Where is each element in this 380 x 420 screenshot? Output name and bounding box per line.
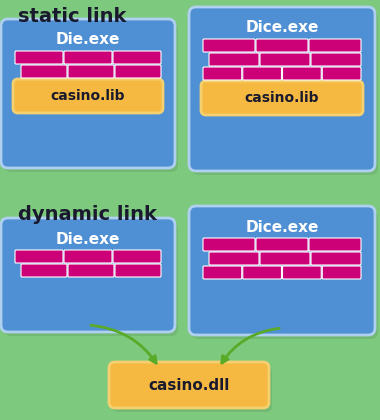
FancyBboxPatch shape bbox=[204, 85, 366, 119]
Text: Die.exe: Die.exe bbox=[56, 32, 120, 47]
FancyBboxPatch shape bbox=[1, 19, 175, 168]
FancyBboxPatch shape bbox=[64, 250, 112, 263]
FancyBboxPatch shape bbox=[115, 65, 161, 78]
FancyBboxPatch shape bbox=[322, 67, 361, 80]
FancyBboxPatch shape bbox=[113, 51, 161, 64]
FancyBboxPatch shape bbox=[189, 206, 375, 335]
Text: dynamic link: dynamic link bbox=[18, 205, 157, 225]
FancyBboxPatch shape bbox=[309, 39, 361, 52]
FancyBboxPatch shape bbox=[13, 79, 163, 113]
FancyBboxPatch shape bbox=[203, 67, 242, 80]
Text: static link: static link bbox=[18, 6, 127, 26]
Text: Dice.exe: Dice.exe bbox=[245, 220, 319, 234]
FancyBboxPatch shape bbox=[260, 252, 310, 265]
FancyBboxPatch shape bbox=[309, 238, 361, 251]
FancyBboxPatch shape bbox=[243, 266, 282, 279]
FancyBboxPatch shape bbox=[256, 238, 308, 251]
FancyBboxPatch shape bbox=[109, 362, 269, 408]
FancyBboxPatch shape bbox=[1, 218, 175, 332]
FancyBboxPatch shape bbox=[311, 252, 361, 265]
FancyBboxPatch shape bbox=[256, 39, 308, 52]
FancyBboxPatch shape bbox=[15, 250, 63, 263]
FancyBboxPatch shape bbox=[260, 53, 310, 66]
FancyBboxPatch shape bbox=[192, 210, 378, 339]
Text: casino.dll: casino.dll bbox=[148, 378, 230, 393]
FancyBboxPatch shape bbox=[21, 264, 67, 277]
FancyBboxPatch shape bbox=[209, 53, 259, 66]
FancyBboxPatch shape bbox=[15, 51, 63, 64]
FancyBboxPatch shape bbox=[115, 264, 161, 277]
FancyBboxPatch shape bbox=[64, 51, 112, 64]
Text: casino.lib: casino.lib bbox=[51, 89, 125, 103]
FancyBboxPatch shape bbox=[203, 39, 255, 52]
FancyBboxPatch shape bbox=[4, 23, 178, 172]
FancyBboxPatch shape bbox=[209, 252, 259, 265]
FancyBboxPatch shape bbox=[112, 366, 272, 412]
FancyBboxPatch shape bbox=[243, 67, 282, 80]
Text: Dice.exe: Dice.exe bbox=[245, 21, 319, 36]
FancyBboxPatch shape bbox=[192, 11, 378, 175]
FancyBboxPatch shape bbox=[16, 83, 166, 117]
Text: Die.exe: Die.exe bbox=[56, 231, 120, 247]
FancyBboxPatch shape bbox=[113, 250, 161, 263]
FancyBboxPatch shape bbox=[21, 65, 67, 78]
FancyBboxPatch shape bbox=[311, 53, 361, 66]
FancyBboxPatch shape bbox=[322, 266, 361, 279]
Text: casino.lib: casino.lib bbox=[245, 91, 319, 105]
FancyBboxPatch shape bbox=[282, 67, 321, 80]
FancyBboxPatch shape bbox=[189, 7, 375, 171]
FancyBboxPatch shape bbox=[203, 266, 242, 279]
FancyBboxPatch shape bbox=[68, 264, 114, 277]
FancyBboxPatch shape bbox=[282, 266, 321, 279]
FancyBboxPatch shape bbox=[4, 222, 178, 336]
FancyBboxPatch shape bbox=[203, 238, 255, 251]
FancyBboxPatch shape bbox=[201, 81, 363, 115]
FancyBboxPatch shape bbox=[68, 65, 114, 78]
